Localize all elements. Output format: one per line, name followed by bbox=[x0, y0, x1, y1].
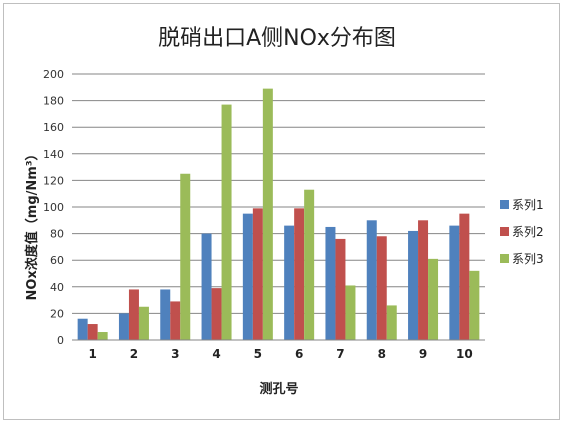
bar-chart: 脱硝出口A侧NOx分布图 0 20 40 60 80 100 120 140 160 180 200… bbox=[24, 26, 544, 397]
x-tick-label: 8 bbox=[378, 347, 386, 361]
bar-1-2 bbox=[118, 313, 129, 340]
legend-label-1: 系列1 bbox=[512, 198, 544, 212]
bar-1-3 bbox=[160, 289, 171, 340]
bar-2-4 bbox=[211, 288, 222, 340]
x-tick-label: 1 bbox=[88, 347, 96, 361]
bar-3-1 bbox=[97, 332, 108, 340]
legend-swatch-3 bbox=[500, 254, 509, 263]
y-tick-label: 200 bbox=[43, 68, 64, 81]
y-tick-label: 140 bbox=[43, 148, 64, 161]
y-tick-label: 60 bbox=[50, 254, 64, 267]
bar-1-6 bbox=[284, 225, 295, 340]
bar-2-9 bbox=[418, 220, 429, 340]
bar-3-7 bbox=[345, 285, 356, 340]
bars bbox=[77, 88, 480, 340]
bar-1-9 bbox=[408, 230, 419, 340]
y-axis-label: NOx浓度值（mg/Nm³） bbox=[24, 147, 40, 300]
y-tick-label: 0 bbox=[57, 334, 64, 347]
legend-label-2: 系列2 bbox=[512, 225, 544, 239]
bar-3-4 bbox=[221, 104, 232, 340]
bar-3-6 bbox=[304, 189, 315, 340]
bar-3-9 bbox=[428, 258, 439, 340]
x-tick-label: 6 bbox=[295, 347, 303, 361]
chart-title: 脱硝出口A侧NOx分布图 bbox=[158, 26, 396, 51]
legend-swatch-2 bbox=[500, 227, 509, 236]
x-axis-label: 测孔号 bbox=[259, 381, 298, 397]
y-tick-label: 120 bbox=[43, 174, 64, 187]
y-tick-label: 40 bbox=[50, 281, 64, 294]
y-tick-label: 180 bbox=[43, 95, 64, 108]
bar-3-3 bbox=[180, 173, 191, 340]
bar-1-8 bbox=[366, 220, 377, 340]
bar-1-1 bbox=[77, 318, 88, 340]
legend-swatch-1 bbox=[500, 200, 509, 209]
y-tick-label: 160 bbox=[43, 121, 64, 134]
bar-3-2 bbox=[138, 306, 149, 340]
bar-2-1 bbox=[87, 324, 98, 340]
bar-2-7 bbox=[335, 238, 346, 340]
chart-frame: 脱硝出口A侧NOx分布图 0 20 40 60 80 100 120 140 160 180 200… bbox=[3, 3, 560, 420]
bar-3-5 bbox=[262, 88, 273, 340]
bar-3-8 bbox=[386, 305, 397, 340]
bar-2-2 bbox=[128, 289, 139, 340]
x-tick-label: 10 bbox=[456, 347, 473, 361]
bar-3-10 bbox=[469, 270, 480, 340]
x-axis-ticks: 1 2 3 4 5 6 7 8 9 10 bbox=[88, 347, 472, 361]
legend-label-3: 系列3 bbox=[512, 252, 544, 266]
x-tick-label: 3 bbox=[171, 347, 179, 361]
bar-2-5 bbox=[252, 208, 263, 340]
x-tick-label: 2 bbox=[130, 347, 138, 361]
bar-1-7 bbox=[325, 226, 336, 340]
y-axis-ticks: 0 20 40 60 80 100 120 140 160 180 200 bbox=[43, 68, 64, 347]
y-tick-label: 20 bbox=[50, 307, 64, 320]
x-tick-label: 9 bbox=[419, 347, 427, 361]
legend: 系列1 系列2 系列3 bbox=[500, 198, 544, 266]
x-tick-label: 4 bbox=[212, 347, 220, 361]
bar-1-5 bbox=[242, 213, 253, 340]
bar-2-10 bbox=[459, 213, 470, 340]
x-tick-label: 7 bbox=[336, 347, 344, 361]
x-tick-label: 5 bbox=[254, 347, 262, 361]
bar-2-6 bbox=[294, 208, 305, 340]
bar-2-3 bbox=[170, 301, 181, 340]
bar-2-8 bbox=[376, 236, 387, 340]
bar-1-4 bbox=[201, 233, 212, 340]
y-tick-label: 80 bbox=[50, 228, 64, 241]
y-tick-label: 100 bbox=[43, 201, 64, 214]
bar-1-10 bbox=[449, 225, 460, 340]
